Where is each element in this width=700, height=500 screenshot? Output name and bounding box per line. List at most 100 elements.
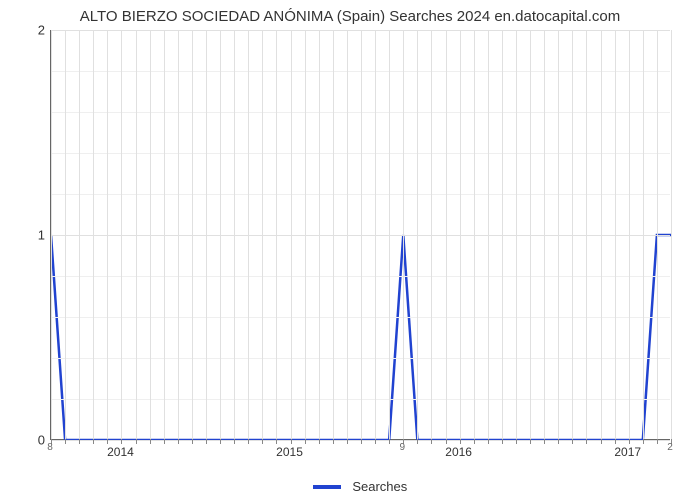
x-minor-tick	[361, 439, 362, 444]
gridline-v	[446, 30, 447, 439]
xtick-label: 2016	[445, 445, 472, 459]
xtick-label: 2015	[276, 445, 303, 459]
legend-label: Searches	[352, 479, 407, 494]
x-minor-tick	[446, 439, 447, 444]
ytick-label: 1	[38, 228, 45, 243]
gridline-v	[220, 30, 221, 439]
x-minor-tick	[629, 439, 630, 444]
gridline-v	[291, 30, 292, 439]
x-minor-tick	[305, 439, 306, 444]
gridline-v	[65, 30, 66, 439]
x-minor-tick	[291, 439, 292, 444]
chart-title: ALTO BIERZO SOCIEDAD ANÓNIMA (Spain) Sea…	[0, 8, 700, 25]
gridline-v	[643, 30, 644, 439]
x-minor-tick	[558, 439, 559, 444]
x-minor-tick	[164, 439, 165, 444]
gridline-v	[262, 30, 263, 439]
gridline-v	[305, 30, 306, 439]
x-minor-tick	[234, 439, 235, 444]
x-minor-tick	[488, 439, 489, 444]
legend-swatch	[313, 485, 341, 489]
gridline-v	[389, 30, 390, 439]
gridline-v	[51, 30, 52, 439]
gridline-v	[164, 30, 165, 439]
gridline-v	[572, 30, 573, 439]
gridline-v	[403, 30, 404, 439]
ytick-label: 0	[38, 433, 45, 448]
gridline-v	[615, 30, 616, 439]
gridline-v	[276, 30, 277, 439]
chart-container: ALTO BIERZO SOCIEDAD ANÓNIMA (Spain) Sea…	[0, 0, 700, 500]
x-minor-tick	[79, 439, 80, 444]
x-minor-tick	[192, 439, 193, 444]
gridline-v	[460, 30, 461, 439]
x-minor-tick	[150, 439, 151, 444]
gridline-v	[107, 30, 108, 439]
legend: Searches	[50, 478, 670, 494]
gridline-v	[248, 30, 249, 439]
gridline-v	[657, 30, 658, 439]
gridline-v	[79, 30, 80, 439]
gridline-v	[121, 30, 122, 439]
gridline-v	[544, 30, 545, 439]
x-minor-tick	[601, 439, 602, 444]
x-secondary-label: 8	[47, 442, 53, 453]
gridline-v	[136, 30, 137, 439]
x-minor-tick	[375, 439, 376, 444]
x-minor-tick	[431, 439, 432, 444]
x-minor-tick	[136, 439, 137, 444]
x-minor-tick	[107, 439, 108, 444]
x-minor-tick	[121, 439, 122, 444]
x-minor-tick	[502, 439, 503, 444]
gridline-v	[431, 30, 432, 439]
x-minor-tick	[389, 439, 390, 444]
x-minor-tick	[460, 439, 461, 444]
gridline-v	[516, 30, 517, 439]
gridline-v	[629, 30, 630, 439]
x-minor-tick	[206, 439, 207, 444]
x-minor-tick	[643, 439, 644, 444]
gridline-v	[375, 30, 376, 439]
gridline-v	[347, 30, 348, 439]
x-minor-tick	[615, 439, 616, 444]
x-minor-tick	[220, 439, 221, 444]
gridline-v	[558, 30, 559, 439]
x-minor-tick	[544, 439, 545, 444]
xtick-label: 2017	[614, 445, 641, 459]
x-minor-tick	[248, 439, 249, 444]
gridline-v	[488, 30, 489, 439]
gridline-v	[601, 30, 602, 439]
gridline-v	[93, 30, 94, 439]
x-minor-tick	[516, 439, 517, 444]
x-minor-tick	[93, 439, 94, 444]
gridline-v	[178, 30, 179, 439]
gridline-v	[417, 30, 418, 439]
x-minor-tick	[347, 439, 348, 444]
gridline-v	[474, 30, 475, 439]
gridline-v	[234, 30, 235, 439]
gridline-v	[502, 30, 503, 439]
xtick-label: 2014	[107, 445, 134, 459]
x-minor-tick	[586, 439, 587, 444]
gridline-v	[530, 30, 531, 439]
x-minor-tick	[417, 439, 418, 444]
x-secondary-label: 2	[667, 442, 673, 453]
gridline-v	[206, 30, 207, 439]
x-minor-tick	[572, 439, 573, 444]
x-minor-tick	[276, 439, 277, 444]
x-minor-tick	[333, 439, 334, 444]
x-minor-tick	[530, 439, 531, 444]
gridline-v	[586, 30, 587, 439]
ytick-label: 2	[38, 23, 45, 38]
x-minor-tick	[65, 439, 66, 444]
x-minor-tick	[474, 439, 475, 444]
x-minor-tick	[262, 439, 263, 444]
x-minor-tick	[657, 439, 658, 444]
x-minor-tick	[178, 439, 179, 444]
gridline-v	[361, 30, 362, 439]
gridline-v	[319, 30, 320, 439]
plot-area	[50, 30, 670, 440]
gridline-v	[192, 30, 193, 439]
x-minor-tick	[319, 439, 320, 444]
gridline-v	[333, 30, 334, 439]
